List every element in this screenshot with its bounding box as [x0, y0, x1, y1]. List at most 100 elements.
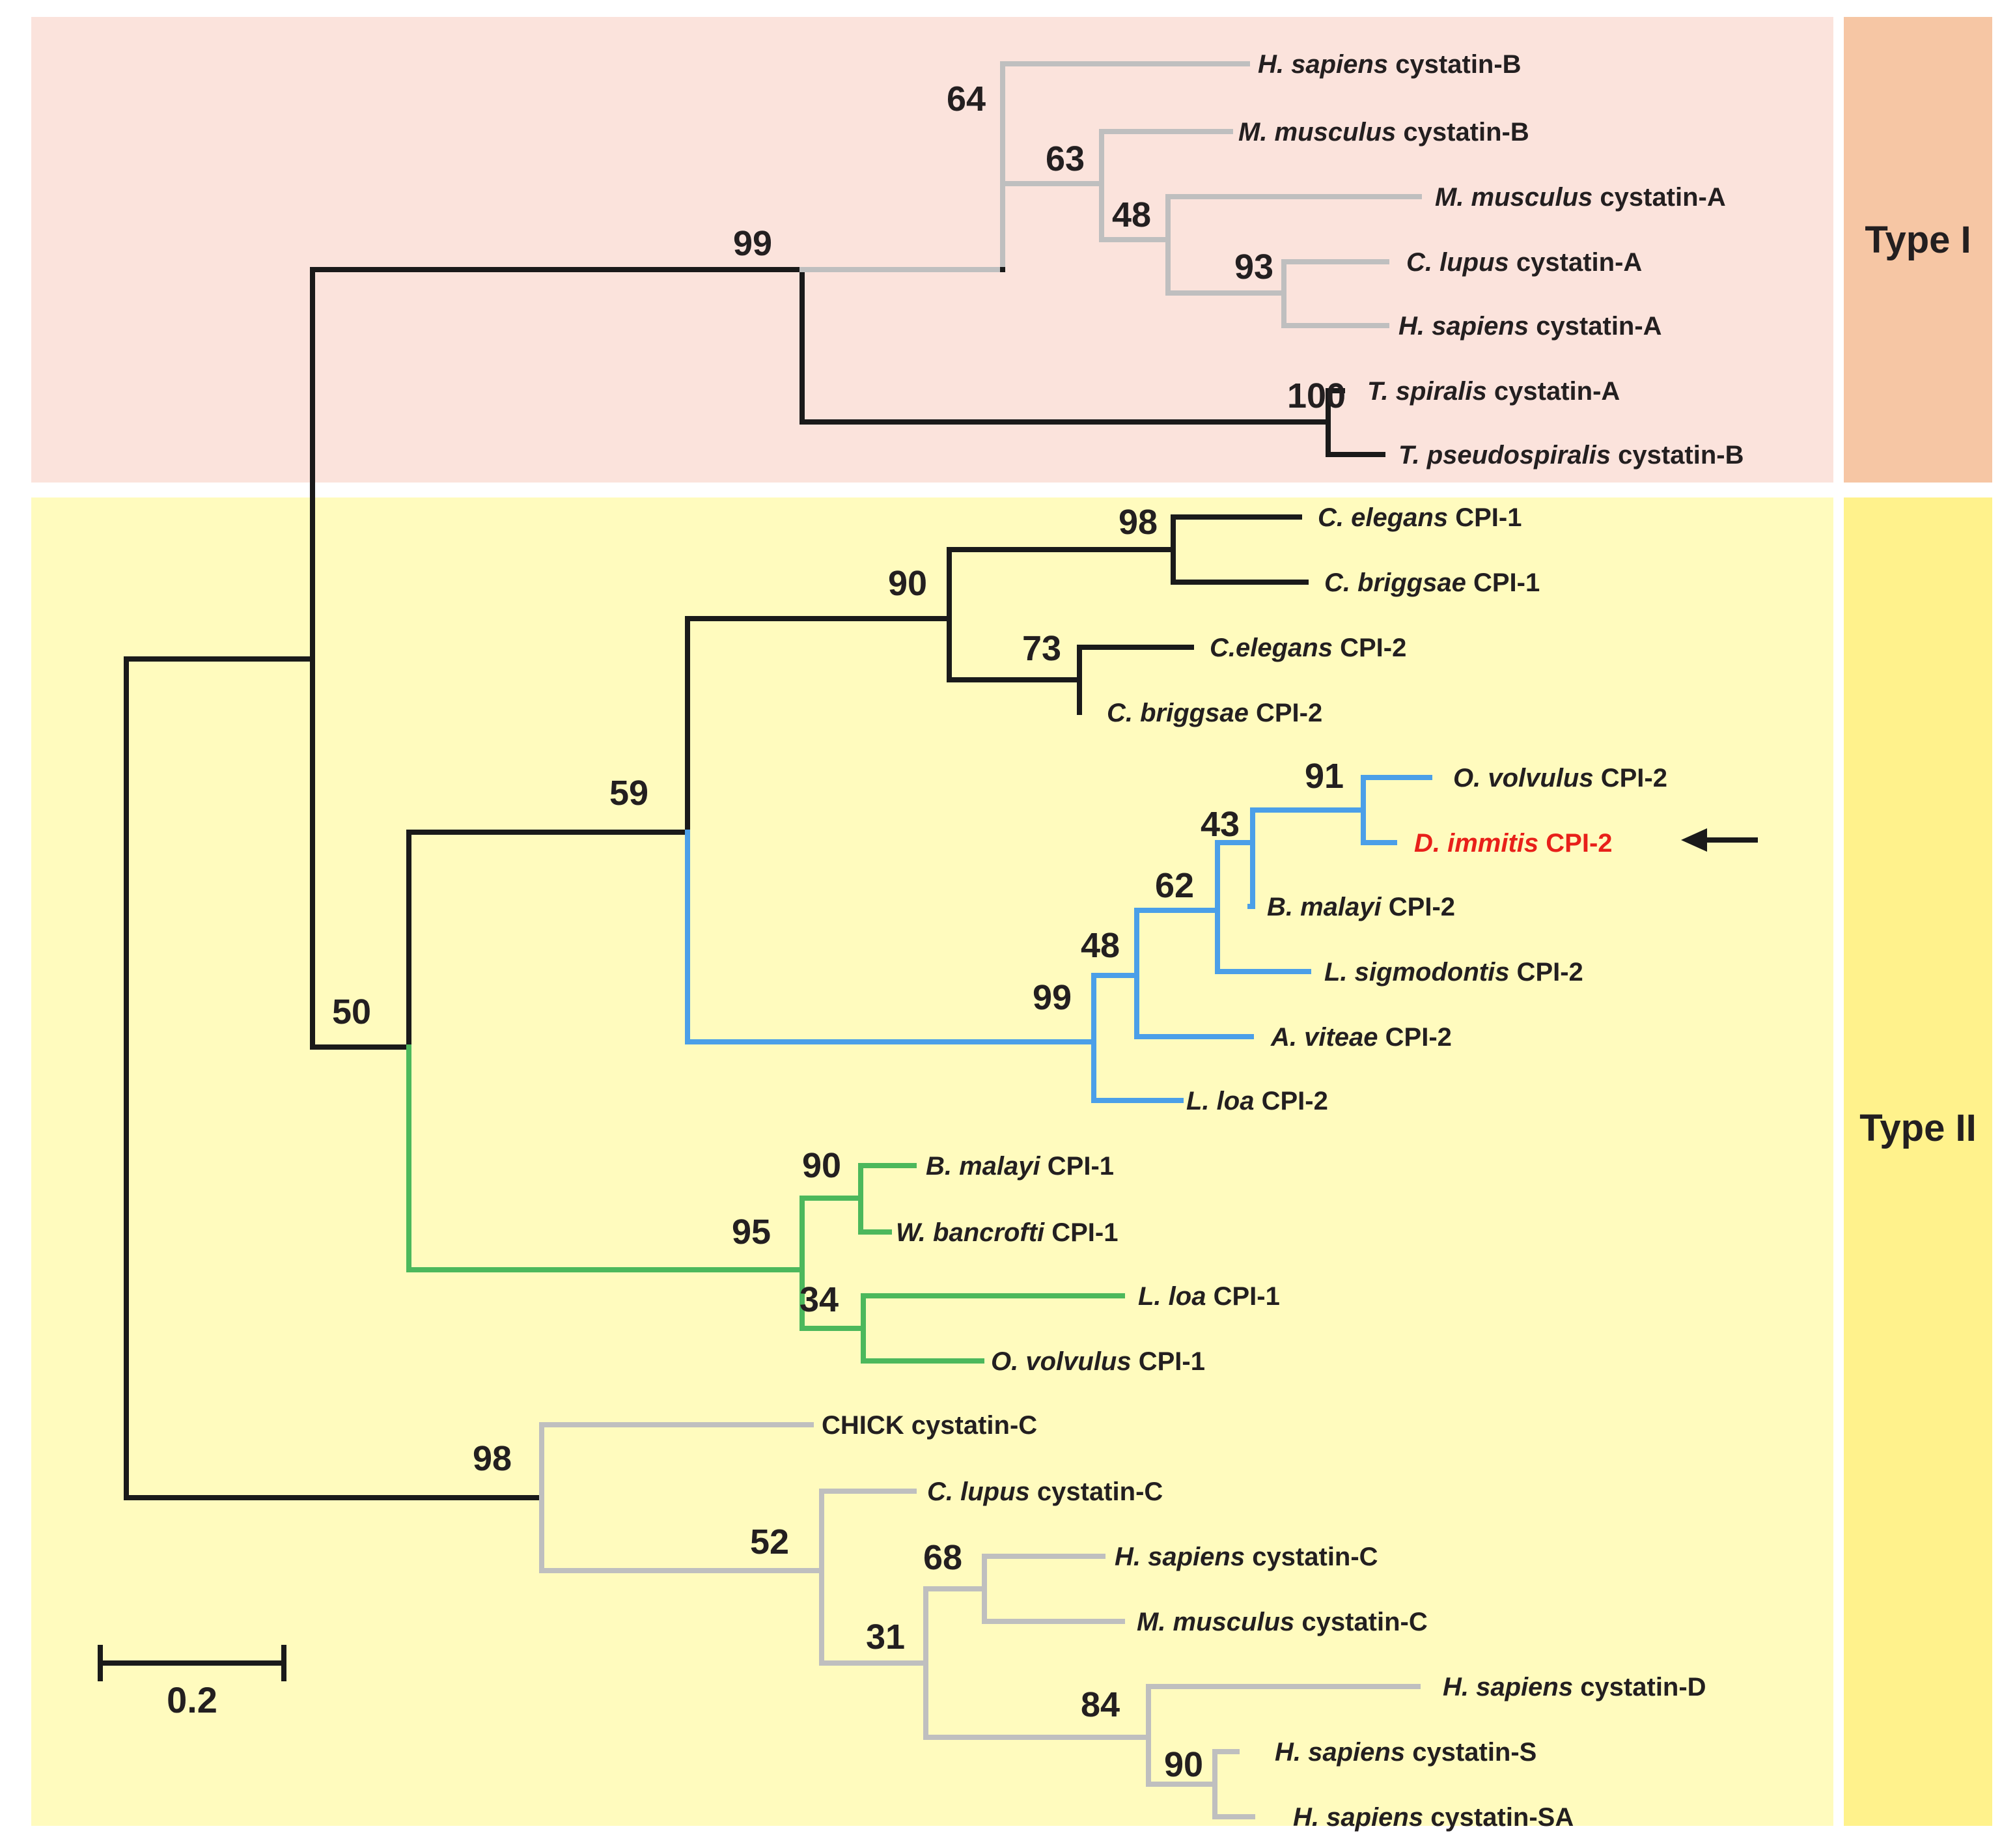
bootstrap-value: 48 [1081, 926, 1120, 965]
leaf-species: H. sapiens [1275, 1738, 1405, 1767]
bootstrap-value: 73 [1022, 629, 1061, 668]
leaf-label: H. sapiens cystatin-S [1275, 1738, 1536, 1767]
bootstrap-value: 93 [1234, 247, 1273, 287]
leaf-protein: CPI-2 [1509, 958, 1583, 987]
leaf-species: L. sigmodontis [1324, 958, 1509, 987]
bootstrap-value: 63 [1046, 139, 1085, 178]
leaf-label: C. briggsae CPI-2 [1107, 699, 1322, 727]
bootstrap-value: 98 [473, 1439, 512, 1478]
leaf-protein: CPI-2 [1594, 764, 1667, 792]
leaf-species: C. elegans [1318, 503, 1448, 532]
leaf-species: C. lupus [927, 1477, 1030, 1506]
type-i-label: Type I [1865, 219, 1971, 261]
leaf-protein: CPI-2 [1378, 1023, 1452, 1052]
leaf-label: B. malayi CPI-2 [1267, 893, 1455, 921]
leaf-species: C. briggsae [1107, 699, 1249, 727]
bootstrap-value: 98 [1119, 503, 1158, 542]
leaf-label: L. sigmodontis CPI-2 [1324, 958, 1583, 987]
leaf-protein: CPI-1 [1132, 1347, 1205, 1376]
leaf-protein: CPI-1 [1206, 1282, 1279, 1311]
bootstrap-value: 99 [733, 224, 772, 263]
bootstrap-value: 52 [750, 1522, 789, 1561]
leaf-protein: cystatin-A [1487, 377, 1620, 406]
left-arrow-icon [1681, 828, 1758, 852]
leaf-species: C.elegans [1210, 634, 1333, 662]
leaf-label: A. viteae CPI-2 [1270, 1023, 1452, 1052]
leaf-label: H. sapiens cystatin-A [1398, 312, 1662, 341]
leaf-species: T. spiralis [1367, 377, 1487, 406]
leaf-protein: cystatin-SA [1423, 1803, 1574, 1832]
type-ii-label: Type II [1859, 1107, 1976, 1149]
leaf-protein: cystatin-B [1396, 118, 1529, 147]
leaf-protein: CPI-2 [1538, 829, 1612, 858]
leaf-species: B. malayi [1267, 893, 1382, 921]
leaf-protein: cystatin-A [1592, 183, 1726, 212]
bootstrap-value: 50 [332, 992, 371, 1031]
type-ii-panel [31, 497, 1833, 1826]
leaf-species: O. volvulus [1453, 764, 1594, 792]
leaf-label: C. lupus cystatin-A [1406, 248, 1642, 277]
leaf-species: W. bancrofti [896, 1218, 1045, 1247]
leaf-protein: CPI-1 [1466, 568, 1540, 597]
type-ii-tab [1844, 497, 1992, 1826]
leaf-protein: cystatin-A [1509, 248, 1643, 277]
leaf-protein: cystatin-C [1245, 1543, 1378, 1571]
bootstrap-value: 84 [1081, 1685, 1120, 1724]
leaf-species: L. loa [1138, 1282, 1206, 1311]
leaf-label: C. briggsae CPI-1 [1324, 568, 1540, 597]
leaf-label: O. volvulus CPI-2 [1453, 764, 1667, 792]
leaf-label: M. musculus cystatin-A [1435, 183, 1726, 212]
tree-branches [124, 61, 1432, 1819]
leaf-species: M. musculus [1238, 118, 1396, 147]
leaf-species: A. viteae [1270, 1023, 1378, 1052]
leaf-species: C. briggsae [1324, 568, 1466, 597]
leaf-species: H. sapiens [1115, 1543, 1245, 1571]
leaf-species: H. sapiens [1293, 1803, 1423, 1832]
bootstrap-value: 64 [947, 79, 986, 119]
bootstrap-value: 43 [1201, 805, 1240, 844]
bootstrap-value: 34 [799, 1280, 839, 1319]
leaf-species: T. pseudospiralis [1398, 441, 1611, 469]
bootstrap-value: 90 [802, 1146, 841, 1185]
bootstrap-value: 62 [1155, 866, 1194, 905]
bootstrap-value: 91 [1305, 757, 1344, 796]
bootstrap-value: 48 [1112, 195, 1151, 234]
type-i-tab [1844, 17, 1992, 483]
type-i-panel [31, 17, 1833, 483]
bootstrap-value: 59 [609, 774, 648, 813]
leaf-protein: CHICK cystatin-C [822, 1411, 1037, 1440]
leaf-species: H. sapiens [1443, 1673, 1573, 1701]
leaf-protein: cystatin-C [1030, 1477, 1163, 1506]
leaf-protein: CPI-2 [1333, 634, 1406, 662]
leaf-label: T. spiralis cystatin-A [1367, 377, 1620, 406]
leaf-label: C. elegans CPI-1 [1318, 503, 1522, 532]
leaf-protein: CPI-1 [1044, 1218, 1118, 1247]
leaf-label: M. musculus cystatin-B [1238, 118, 1529, 147]
leaf-label: B. malayi CPI-1 [926, 1152, 1114, 1181]
leaf-label: H. sapiens cystatin-SA [1293, 1803, 1574, 1832]
bootstrap-value: 90 [888, 564, 927, 603]
leaf-protein: CPI-2 [1382, 893, 1455, 921]
leaf-label: CHICK cystatin-C [822, 1411, 1037, 1440]
leaf-species: D. immitis [1414, 829, 1538, 858]
bootstrap-value: 100 [1287, 376, 1346, 415]
leaf-label: H. sapiens cystatin-D [1443, 1673, 1706, 1701]
leaf-species: M. musculus [1137, 1608, 1294, 1636]
bootstrap-value: 99 [1033, 978, 1072, 1017]
leaf-label: M. musculus cystatin-C [1137, 1608, 1428, 1636]
leaf-label: C.elegans CPI-2 [1210, 634, 1406, 662]
leaf-label: H. sapiens cystatin-C [1115, 1543, 1378, 1571]
leaf-protein: cystatin-D [1573, 1673, 1706, 1701]
leaf-protein: CPI-2 [1254, 1087, 1328, 1115]
leaf-label: D. immitis CPI-2 [1414, 829, 1613, 858]
leaf-label: W. bancrofti CPI-1 [896, 1218, 1118, 1247]
leaf-label: L. loa CPI-2 [1186, 1087, 1328, 1115]
bootstrap-value: 90 [1164, 1745, 1203, 1784]
leaf-species: M. musculus [1435, 183, 1592, 212]
leaf-protein: cystatin-S [1405, 1738, 1536, 1767]
leaf-protein: cystatin-A [1529, 312, 1662, 341]
leaf-species: C. lupus [1406, 248, 1509, 277]
leaf-label: C. lupus cystatin-C [927, 1477, 1163, 1506]
